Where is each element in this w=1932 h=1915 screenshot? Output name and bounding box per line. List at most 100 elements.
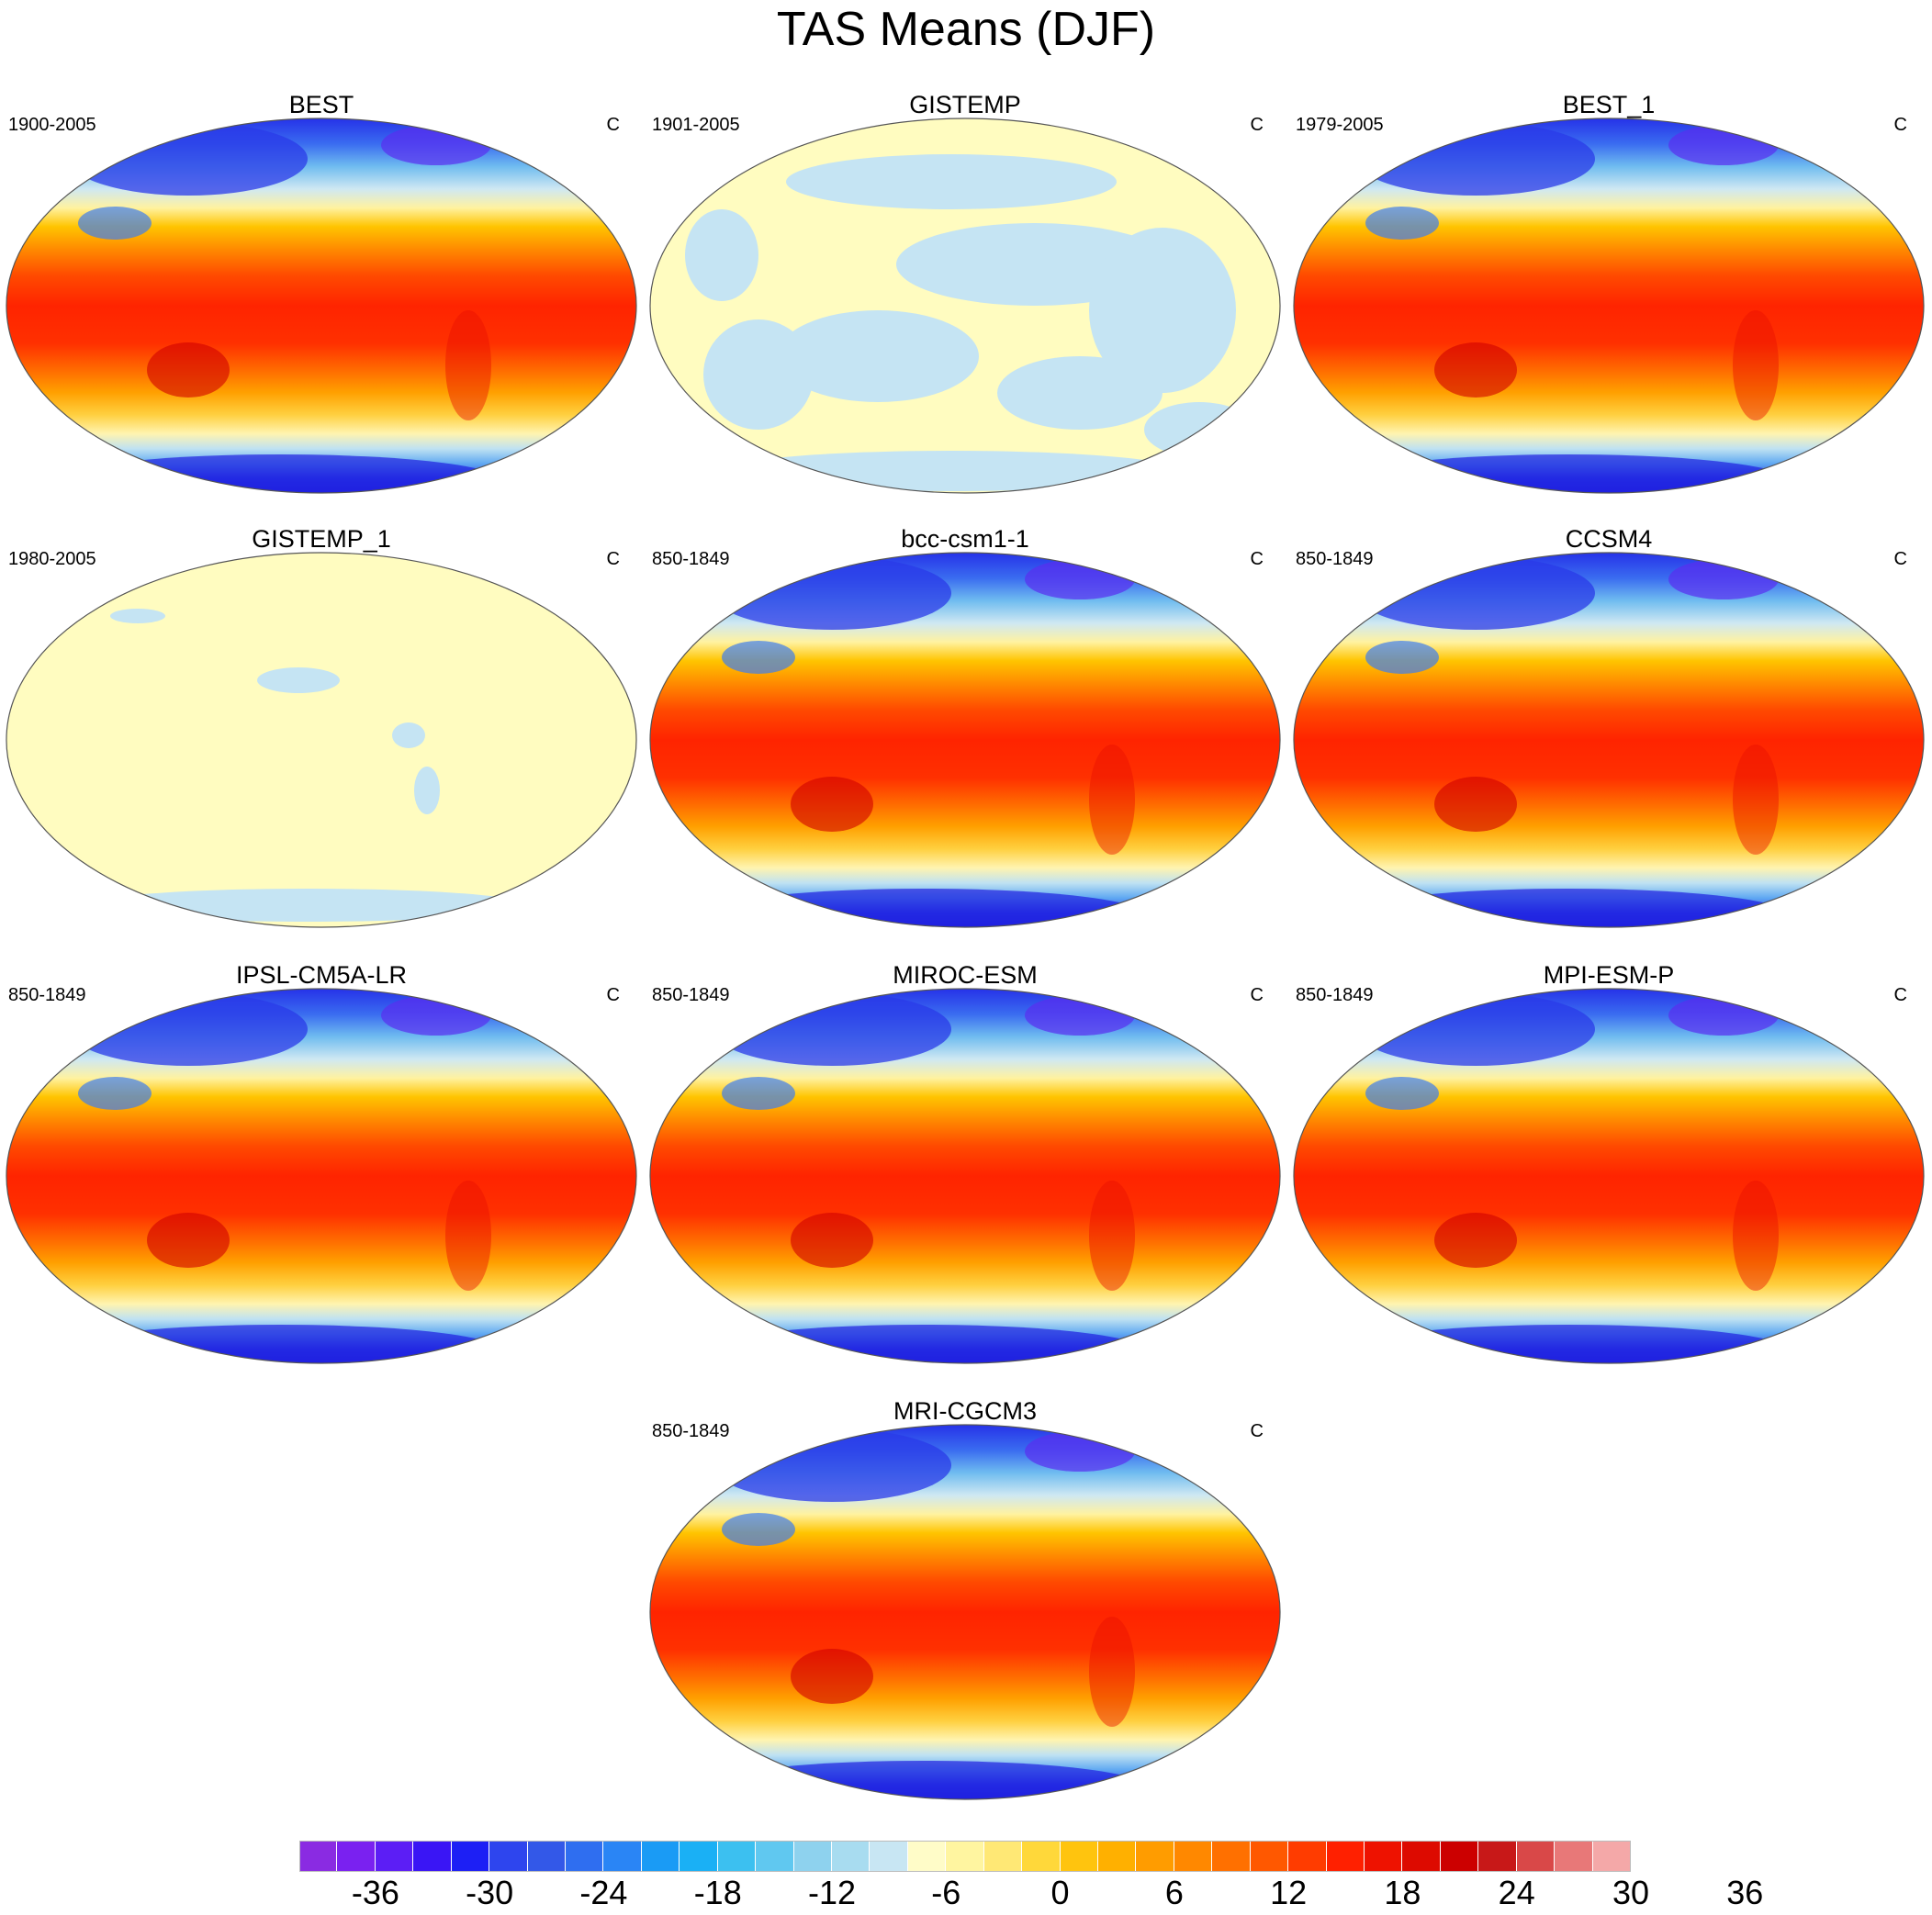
map-panel: CCSM4 850-1849 C	[1292, 524, 1926, 928]
panel-period: 850-1849	[652, 985, 730, 1005]
panel-title: MPI-ESM-P	[1543, 961, 1675, 989]
panel-unit: C	[1893, 115, 1907, 135]
panel-title: MIROC-ESM	[893, 961, 1038, 989]
panel-period: 1901-2005	[652, 115, 740, 135]
colorbar-tick-label: -12	[807, 1874, 857, 1911]
temperature-map	[1293, 552, 1925, 928]
colorbar-segment	[1060, 1841, 1098, 1872]
colorbar-segment	[983, 1841, 1023, 1872]
map-outline	[649, 552, 1281, 928]
colorbar-segment	[1212, 1841, 1251, 1872]
panel-period: 1980-2005	[8, 549, 96, 569]
colorbar-segment	[527, 1841, 566, 1872]
colorbar-tick-label: -18	[693, 1874, 742, 1911]
colorbar-segment	[1365, 1841, 1403, 1872]
colorbar-segment	[1022, 1841, 1061, 1872]
panel-unit: C	[606, 549, 620, 569]
colorbar-tick-label: 18	[1384, 1874, 1421, 1911]
colorbar-segment	[1478, 1841, 1517, 1872]
panel-period: 850-1849	[1296, 985, 1374, 1005]
colorbar-segment	[413, 1841, 452, 1872]
panel-unit: C	[1250, 549, 1264, 569]
colorbar-tick-label: -6	[931, 1874, 961, 1911]
map-outline	[6, 988, 637, 1364]
panel-title: bcc-csm1-1	[901, 525, 1029, 553]
map-outline	[1293, 118, 1925, 494]
colorbar-segment	[1174, 1841, 1213, 1872]
colorbar-tick-label: 6	[1164, 1874, 1184, 1911]
temperature-map	[1293, 988, 1925, 1364]
colorbar-segment	[832, 1841, 871, 1872]
map-outline	[649, 988, 1281, 1364]
colorbar-segment	[793, 1841, 832, 1872]
colorbar-segment	[1136, 1841, 1174, 1872]
colorbar-tick-label: -36	[351, 1874, 399, 1911]
colorbar-segment	[1098, 1841, 1137, 1872]
colorbar-tick-label: 30	[1612, 1874, 1650, 1911]
colorbar-segment	[566, 1841, 604, 1872]
panel-period: 1979-2005	[1296, 115, 1384, 135]
temperature-map	[6, 988, 637, 1364]
colorbar-segment	[907, 1841, 947, 1872]
colorbar-tick-label: 36	[1726, 1874, 1764, 1911]
map-outline	[649, 1424, 1281, 1800]
temperature-map	[649, 552, 1281, 928]
colorbar-tick-label: 24	[1498, 1874, 1535, 1911]
panel-title: CCSM4	[1565, 525, 1653, 553]
temperature-map	[649, 118, 1281, 494]
temperature-map	[1293, 118, 1925, 494]
colorbar-segment	[1250, 1841, 1289, 1872]
colorbar-labels: -36 -30 -24 -18 -12 -6 0 6 12 18 24 30 36	[299, 1873, 1763, 1913]
colorbar-segment	[756, 1841, 794, 1872]
colorbar-segment	[375, 1841, 414, 1872]
map-panel: IPSL-CM5A-LR 850-1849 C	[5, 960, 638, 1364]
map-panel: bcc-csm1-1 850-1849 C	[648, 524, 1282, 928]
panel-title: GISTEMP	[909, 91, 1021, 118]
panel-unit: C	[1250, 1421, 1264, 1441]
colorbar-segment	[489, 1841, 528, 1872]
map-outline	[6, 118, 637, 494]
colorbar-segment	[641, 1841, 680, 1872]
colorbar-segment	[1592, 1841, 1631, 1872]
panel-unit: C	[1893, 985, 1907, 1005]
panel-period: 850-1849	[652, 549, 730, 569]
panel-title: GISTEMP_1	[252, 525, 391, 553]
colorbar	[299, 1841, 1631, 1874]
temperature-map	[6, 552, 637, 928]
panel-unit: C	[606, 985, 620, 1005]
map-outline	[6, 552, 637, 928]
panel-unit: C	[1893, 549, 1907, 569]
panel-title: BEST	[288, 91, 354, 118]
colorbar-segment	[1440, 1841, 1479, 1872]
map-outline	[1293, 552, 1925, 928]
panel-unit: C	[606, 115, 620, 135]
temperature-map	[649, 988, 1281, 1364]
colorbar-tick-label: 0	[1050, 1874, 1070, 1911]
colorbar-segment	[1555, 1841, 1593, 1872]
colorbar-segment	[1288, 1841, 1327, 1872]
panel-unit: C	[1250, 985, 1264, 1005]
panel-title: IPSL-CM5A-LR	[235, 961, 408, 989]
colorbar-segment	[451, 1841, 490, 1872]
map-panel: MIROC-ESM 850-1849 C	[648, 960, 1282, 1364]
panel-period: 1900-2005	[8, 115, 96, 135]
map-panel: MPI-ESM-P 850-1849 C	[1292, 960, 1926, 1364]
colorbar-segment	[1402, 1841, 1441, 1872]
colorbar-segment	[946, 1841, 984, 1872]
colorbar-segment	[299, 1841, 338, 1872]
colorbar-segment	[680, 1841, 718, 1872]
panel-period: 850-1849	[8, 985, 86, 1005]
colorbar-segment	[603, 1841, 642, 1872]
colorbar-tick-label: -30	[466, 1874, 514, 1911]
panel-period: 850-1849	[1296, 549, 1374, 569]
map-panel: MRI-CGCM3 850-1849 C	[648, 1396, 1282, 1800]
panel-title: MRI-CGCM3	[893, 1397, 1037, 1425]
panel-period: 850-1849	[652, 1421, 730, 1441]
panel-unit: C	[1250, 115, 1264, 135]
map-outline	[649, 118, 1281, 494]
map-panel: GISTEMP 1901-2005 C	[648, 90, 1282, 494]
temperature-map	[649, 1424, 1281, 1800]
colorbar-tick-label: 12	[1270, 1874, 1308, 1911]
colorbar-segment	[1326, 1841, 1365, 1872]
colorbar-segment	[870, 1841, 908, 1872]
